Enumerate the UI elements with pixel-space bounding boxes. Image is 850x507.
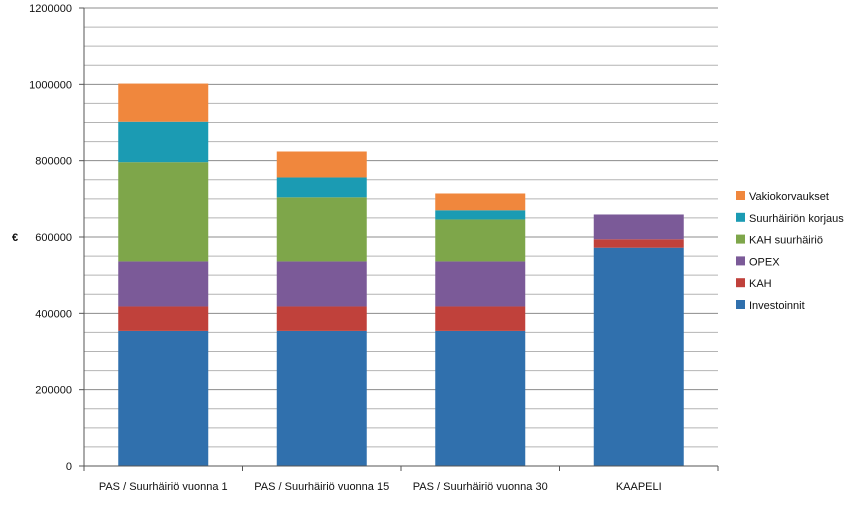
bar-segment (435, 330, 526, 466)
axes: 0 200000 400000 600000 800000 1000000 1200000 P… (29, 3, 719, 493)
bar-segment (593, 239, 684, 248)
legend: Vakiokorvaukset Suurhäiriön korjaus KAH su… (736, 191, 844, 312)
bar-segment (276, 177, 367, 198)
y-tick-label: 800000 (35, 156, 72, 168)
bar-segment (276, 330, 367, 466)
bar-segment (118, 330, 209, 466)
bar-segment (593, 247, 684, 466)
bar-segment (276, 151, 367, 178)
y-tick-label: 1200000 (29, 3, 72, 15)
y-tick-label: 0 (66, 461, 72, 473)
y-tick-label: 1000000 (29, 79, 72, 91)
bar-segment (276, 261, 367, 307)
bars (118, 83, 684, 466)
x-tick-label: PAS / Suurhäiriö vuonna 30 (413, 481, 548, 493)
bar-segment (435, 306, 526, 331)
legend-label: Vakiokorvaukset (749, 191, 829, 203)
legend-swatch (736, 256, 745, 266)
legend-swatch (736, 212, 745, 222)
legend-label: KAH suurhäiriö (749, 235, 823, 247)
bar-segment (118, 121, 209, 163)
bar-segment (276, 197, 367, 262)
legend-label: Suurhäiriön korjaus (749, 213, 844, 225)
x-tick-label: PAS / Suurhäiriö vuonna 1 (99, 481, 228, 493)
bar-segment (276, 306, 367, 331)
legend-label: OPEX (749, 256, 780, 268)
legend-label: Investoinnit (749, 300, 805, 312)
x-tick-label: KAAPELI (616, 481, 662, 493)
bar-segment (435, 210, 526, 220)
bar-segment (118, 306, 209, 331)
y-tick-label: 600000 (35, 232, 72, 244)
bar-segment (118, 261, 209, 307)
legend-swatch (736, 300, 745, 309)
legend-swatch (736, 234, 745, 244)
bar-segment (593, 214, 684, 240)
y-tick-label: 400000 (35, 308, 72, 320)
legend-swatch (736, 278, 745, 288)
legend-label: KAH (749, 278, 772, 290)
bar-segment (435, 261, 526, 307)
x-tick-label: PAS / Suurhäiriö vuonna 15 (254, 481, 389, 493)
y-tick-label: 200000 (35, 385, 72, 397)
bar-segment (435, 193, 526, 211)
bar-segment (118, 162, 209, 262)
legend-swatch (736, 191, 745, 200)
y-axis-label: € (12, 232, 18, 244)
bar-segment (435, 219, 526, 262)
bar-segment (118, 83, 209, 122)
